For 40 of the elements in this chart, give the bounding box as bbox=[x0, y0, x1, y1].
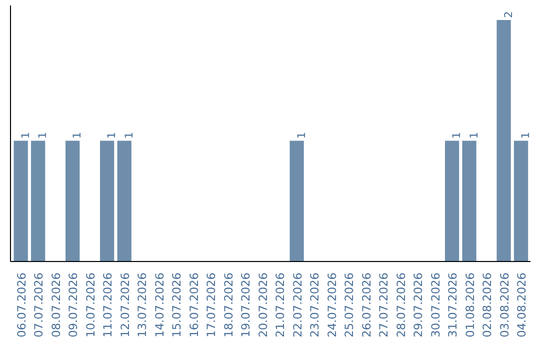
x-tick-label: 27.07.2026 bbox=[376, 272, 391, 338]
data-label: 1 bbox=[294, 132, 308, 139]
x-tick-label: 30.07.2026 bbox=[428, 272, 442, 338]
data-label: 2 bbox=[502, 11, 515, 18]
x-tick-label: 08.07.2026 bbox=[48, 272, 63, 338]
data-label: 1 bbox=[467, 132, 480, 139]
x-tick-label: 19.07.2026 bbox=[238, 272, 253, 338]
x-tick-label: 14.07.2026 bbox=[152, 272, 166, 338]
data-label: 1 bbox=[18, 132, 32, 139]
x-tick-label: 13.07.2026 bbox=[135, 272, 150, 338]
x-tick-label: 10.07.2026 bbox=[83, 272, 98, 338]
x-tick-label: 31.07.2026 bbox=[446, 272, 460, 338]
x-tick-label: 25.07.2026 bbox=[342, 272, 356, 338]
x-tick-label: 23.07.2026 bbox=[308, 272, 322, 338]
data-label: 1 bbox=[122, 132, 136, 139]
x-tick-label: 20.07.2026 bbox=[256, 272, 270, 338]
x-tick-label: 04.08.2026 bbox=[514, 272, 529, 338]
x-tick-label: 29.07.2026 bbox=[411, 272, 426, 338]
x-tick-label: 24.07.2026 bbox=[324, 272, 339, 338]
data-label: 1 bbox=[36, 132, 50, 139]
x-tick-label: 17.07.2026 bbox=[204, 272, 218, 338]
x-tick-label: 11.07.2026 bbox=[100, 272, 115, 338]
x-tick-label: 12.07.2026 bbox=[118, 272, 132, 338]
data-label: 1 bbox=[70, 132, 84, 139]
data-label: 1 bbox=[450, 132, 464, 139]
x-tick-label: 03.08.2026 bbox=[497, 272, 512, 338]
x-tick-label: 09.07.2026 bbox=[66, 272, 80, 338]
x-tick-label: 18.07.2026 bbox=[221, 272, 236, 338]
x-tick-label: 07.07.2026 bbox=[32, 272, 46, 338]
x-tick-label: 15.07.2026 bbox=[170, 272, 184, 338]
x-tick-label: 01.08.2026 bbox=[462, 272, 477, 338]
x-tick-label: 22.07.2026 bbox=[290, 272, 304, 338]
x-tick-label: 28.07.2026 bbox=[394, 272, 408, 338]
x-tick-label: 21.07.2026 bbox=[273, 272, 288, 338]
data-label: 1 bbox=[519, 132, 532, 139]
x-tick-label: 06.07.2026 bbox=[14, 272, 28, 338]
x-tick-label: 02.08.2026 bbox=[480, 272, 494, 338]
x-tick-label: 16.07.2026 bbox=[186, 272, 201, 338]
data-label: 1 bbox=[105, 132, 118, 139]
x-tick-label: 26.07.2026 bbox=[359, 272, 374, 338]
